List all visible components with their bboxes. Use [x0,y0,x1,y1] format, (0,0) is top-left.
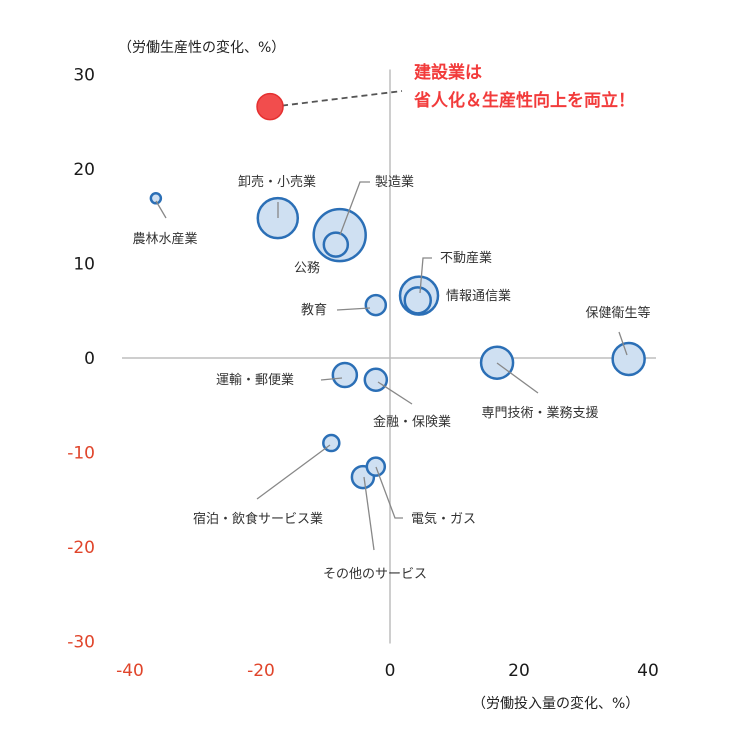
bubble [331,361,359,389]
bubble [365,456,387,477]
y-axis-title: （労働生産性の変化、%） [118,39,285,56]
point-label: 不動産業 [440,250,492,266]
leader-line [336,307,371,311]
leader-line [256,444,331,500]
bubble [363,367,389,392]
point-label: 電気・ガス [411,511,476,527]
bubble [256,196,300,240]
y-tick-label: 0 [84,349,95,369]
y-tick-label: 20 [73,160,95,180]
bubble [479,345,515,380]
callout-line-1: 建設業は [414,62,482,83]
leader-line [320,377,343,381]
point-label: 金融・保険業 [373,414,451,430]
leader-line [339,181,370,236]
bubbles [149,192,646,490]
y-tick-label: 10 [73,255,95,275]
point-label: 教育 [301,302,327,318]
bubble [149,192,163,205]
y-tick-label: -30 [67,633,95,653]
point-label: その他のサービス [323,567,427,582]
axes [122,69,656,644]
x-axis-title: （労働投入量の変化、%） [472,695,639,712]
leader-line [155,200,167,219]
point-label: 情報通信業 [446,288,511,304]
point-label: 宿泊・飲食サービス業 [193,511,323,527]
highlight-bubble [256,92,284,121]
y-tick-label: -20 [67,538,95,558]
y-tick-label: -10 [67,444,95,464]
leader-line [496,362,539,394]
leader-line [419,257,432,294]
bubble [403,286,432,315]
x-tick-label: 20 [508,661,530,681]
point-label: 運輸・郵便業 [216,372,294,388]
tick-labels: 30 20 10 0 -10 -20 -30 -40 -20 0 20 40 [67,66,659,682]
bubble [611,341,646,377]
x-tick-label: 0 [385,661,396,681]
bubble [364,293,388,317]
leader-line [363,476,375,551]
callout-dashed-line [281,90,403,107]
leader-line [618,331,628,356]
point-label: 専門技術・業務支援 [481,405,598,421]
x-tick-label: 40 [637,661,659,681]
y-tick-label: 30 [73,66,95,86]
point-label: 保健衛生等 [585,305,650,321]
point-label: 公務 [294,261,320,276]
bubble [322,231,350,258]
point-label: 卸売・小売業 [238,174,316,190]
leader-line [377,381,413,405]
leader-line [375,466,403,519]
x-tick-label: -20 [247,661,275,681]
leader-lines [155,181,628,551]
callout-line-2: 省人化＆生産性向上を両立！ [413,90,635,111]
point-label: 農林水産業 [132,231,197,247]
point-label: 製造業 [375,174,414,190]
x-tick-label: -40 [116,661,144,681]
